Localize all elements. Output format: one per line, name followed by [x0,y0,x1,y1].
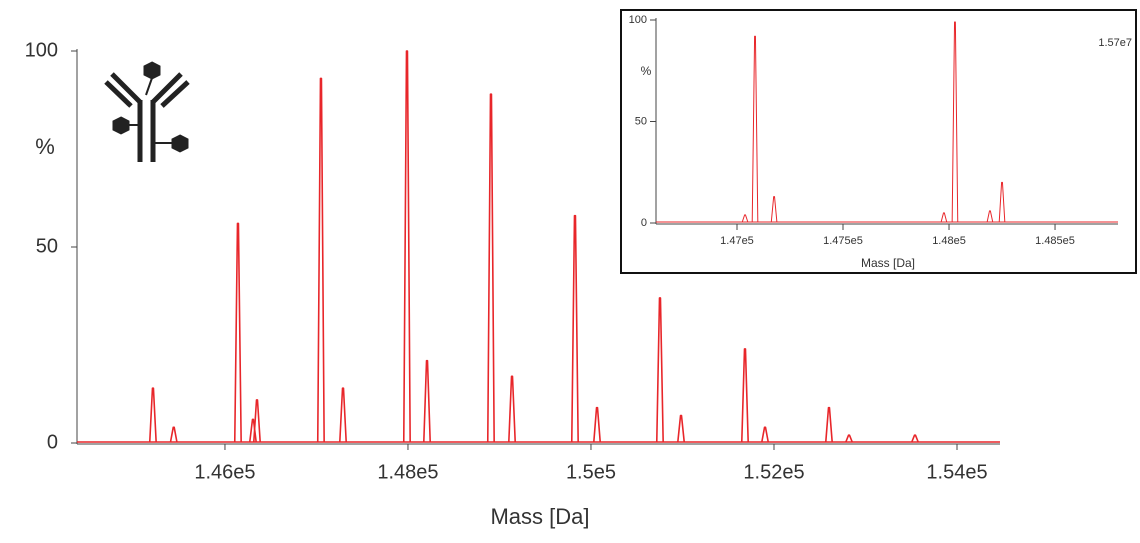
peak [998,181,1006,223]
peak [402,50,411,443]
peak [845,434,853,443]
y-tick-label: 100 [629,14,647,26]
inset-frame [620,9,1137,274]
x-axis-label: Mass [Da] [861,256,915,270]
peak [316,77,325,443]
y-tick-label: 0 [641,217,647,229]
peak [655,297,664,443]
peak [486,93,495,443]
x-tick-label: 1.48e5 [377,461,438,483]
peak [740,348,749,443]
y-axis-label: % [641,64,652,78]
x-tick-label: 1.46e5 [194,461,255,483]
peak [761,426,770,443]
x-tick-label: 1.485e5 [1035,235,1075,247]
antibody-icon [104,61,190,162]
x-tick-label: 1.52e5 [743,461,804,483]
peak [770,196,778,223]
x-tick-label: 1.48e5 [932,235,966,247]
x-axis-label: Mass [Da] [490,504,589,529]
peak [824,406,833,443]
peak [911,434,919,443]
y-axis-label: % [35,134,55,159]
peak [951,21,959,223]
x-tick-label: 1.54e5 [926,461,987,483]
peak [508,375,517,443]
peak [423,359,432,443]
peak [940,212,948,223]
peak [570,214,579,443]
peak [148,387,157,443]
x-tick-label: 1.47e5 [720,235,754,247]
x-tick-label: 1.5e5 [566,461,616,483]
peak [169,426,178,443]
peak [741,214,749,223]
peak [593,406,602,443]
peak [339,387,348,443]
peak [677,414,686,443]
y-tick-label: 50 [635,115,647,127]
peak [233,222,242,443]
peak [986,210,994,223]
x-tick-label: 1.475e5 [823,235,863,247]
y-tick-label: 50 [36,235,58,257]
y-tick-label: 0 [47,431,58,453]
peak [751,35,759,223]
peak [252,399,261,443]
annotation: 1.57e7 [1098,37,1132,49]
y-tick-label: 100 [25,39,58,61]
